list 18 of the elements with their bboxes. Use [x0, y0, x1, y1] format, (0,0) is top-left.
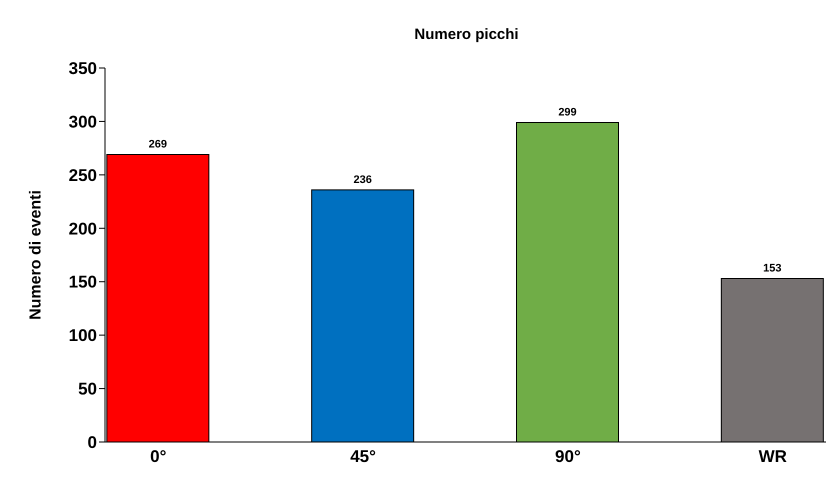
data-label: 236 [353, 174, 372, 186]
x-tick-label: WR [758, 447, 787, 466]
y-tick-label: 0 [88, 433, 97, 452]
y-tick-label: 250 [68, 166, 97, 185]
data-label: 269 [148, 138, 168, 151]
x-tick-label: 90° [555, 447, 581, 466]
y-axis-title: Numero di eventi [28, 190, 45, 320]
y-tick-label: 100 [68, 326, 97, 346]
data-label: 153 [763, 262, 782, 275]
x-tick-label: 0° [150, 447, 167, 466]
data-label: 299 [558, 106, 577, 118]
y-tick-label: 300 [68, 112, 97, 132]
y-tick-label: 150 [68, 272, 97, 292]
x-tick-label: 45° [350, 447, 376, 466]
chart-title: Numero picchi [413, 26, 520, 43]
y-tick-label: 350 [68, 59, 97, 78]
y-tick-label: 50 [78, 380, 97, 399]
y-tick-label: 200 [68, 219, 97, 238]
